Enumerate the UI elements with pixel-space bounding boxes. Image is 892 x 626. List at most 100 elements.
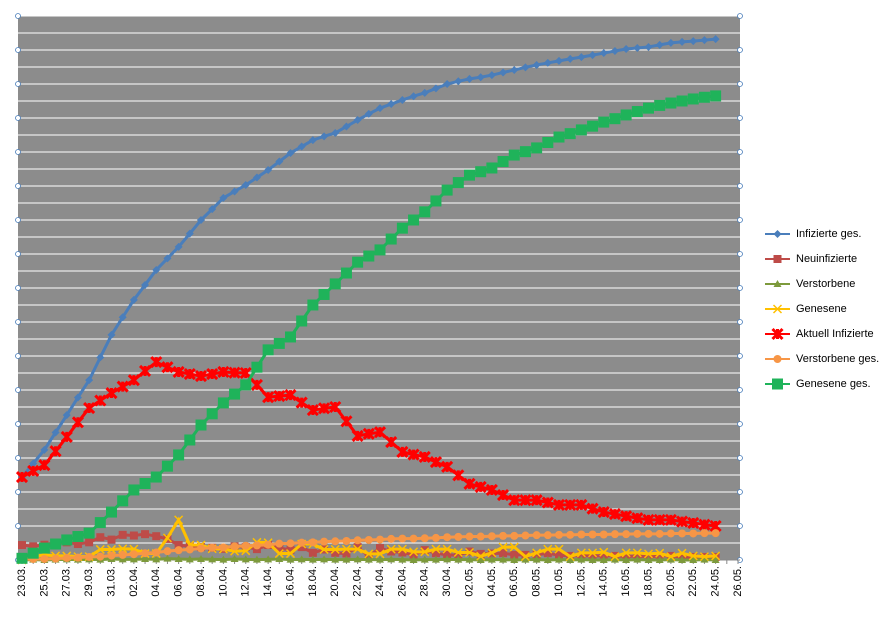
- marker: [105, 386, 118, 400]
- marker: [139, 478, 151, 489]
- marker: [230, 554, 239, 562]
- y-tick-mark: [737, 455, 743, 461]
- x-tick-label: 28.04.: [419, 566, 431, 597]
- marker: [520, 552, 530, 562]
- marker: [542, 136, 554, 148]
- marker: [622, 530, 631, 539]
- marker: [197, 216, 205, 224]
- legend-label: Genesene: [796, 303, 847, 315]
- marker: [429, 456, 442, 469]
- marker: [85, 376, 94, 385]
- marker: [678, 529, 687, 538]
- marker: [431, 533, 440, 542]
- marker: [241, 541, 250, 550]
- marker: [353, 536, 362, 545]
- marker: [441, 460, 454, 473]
- marker: [666, 555, 675, 563]
- marker: [71, 416, 84, 429]
- marker: [476, 73, 485, 82]
- marker: [773, 255, 782, 263]
- marker: [96, 533, 105, 542]
- y-tick-mark: [15, 455, 21, 461]
- marker: [772, 304, 783, 314]
- marker: [275, 539, 284, 548]
- marker: [700, 555, 709, 563]
- marker: [586, 502, 599, 515]
- marker: [454, 551, 463, 560]
- marker: [286, 545, 295, 554]
- marker: [150, 471, 162, 483]
- marker: [698, 91, 710, 103]
- marker: [773, 230, 782, 238]
- marker: [83, 401, 96, 415]
- marker: [409, 556, 418, 563]
- marker: [497, 488, 510, 502]
- marker: [185, 229, 194, 238]
- marker: [532, 60, 541, 69]
- marker: [251, 361, 263, 373]
- marker: [351, 429, 364, 442]
- marker: [566, 530, 575, 539]
- marker: [485, 483, 498, 497]
- marker: [353, 543, 362, 552]
- marker: [609, 113, 621, 125]
- y-tick-mark: [737, 13, 743, 19]
- marker: [107, 330, 116, 339]
- marker: [375, 549, 385, 559]
- marker: [655, 551, 664, 560]
- y-tick-mark: [737, 319, 743, 325]
- marker: [96, 552, 105, 561]
- marker: [275, 554, 284, 562]
- marker: [588, 548, 598, 558]
- marker: [555, 530, 563, 539]
- marker: [452, 469, 465, 482]
- marker: [27, 464, 40, 477]
- marker: [353, 544, 363, 554]
- marker: [286, 539, 295, 548]
- marker: [687, 516, 700, 530]
- series: [18, 554, 720, 563]
- marker: [599, 49, 608, 58]
- x-tick-label: 04.04.: [150, 566, 162, 597]
- y-tick-mark: [15, 81, 21, 87]
- x-tick-label: 23.03.: [16, 566, 28, 597]
- marker: [597, 505, 610, 519]
- marker: [519, 494, 532, 507]
- marker: [364, 535, 373, 544]
- marker: [62, 411, 71, 420]
- marker: [197, 544, 205, 553]
- marker: [73, 540, 82, 549]
- marker: [577, 53, 586, 62]
- marker: [487, 532, 496, 541]
- marker: [587, 120, 599, 132]
- marker: [620, 510, 633, 523]
- marker: [318, 402, 331, 415]
- marker: [486, 162, 498, 174]
- marker: [499, 549, 508, 558]
- marker: [666, 529, 675, 538]
- marker: [644, 529, 653, 538]
- marker: [454, 77, 463, 86]
- marker: [688, 551, 698, 561]
- marker: [532, 550, 541, 559]
- marker: [342, 122, 351, 131]
- marker: [644, 556, 653, 563]
- marker: [129, 555, 138, 563]
- marker: [307, 299, 319, 311]
- marker: [331, 537, 340, 546]
- marker: [419, 206, 431, 218]
- marker: [174, 541, 183, 550]
- marker: [297, 543, 306, 552]
- marker: [555, 56, 563, 65]
- y-tick-mark: [15, 149, 21, 155]
- y-tick-mark: [15, 47, 21, 53]
- marker: [566, 54, 575, 63]
- marker: [387, 555, 396, 563]
- marker: [129, 531, 138, 540]
- marker: [264, 540, 273, 549]
- marker: [141, 280, 150, 289]
- y-tick-mark: [15, 489, 21, 495]
- marker: [62, 553, 71, 562]
- marker: [208, 205, 217, 214]
- marker: [564, 498, 577, 511]
